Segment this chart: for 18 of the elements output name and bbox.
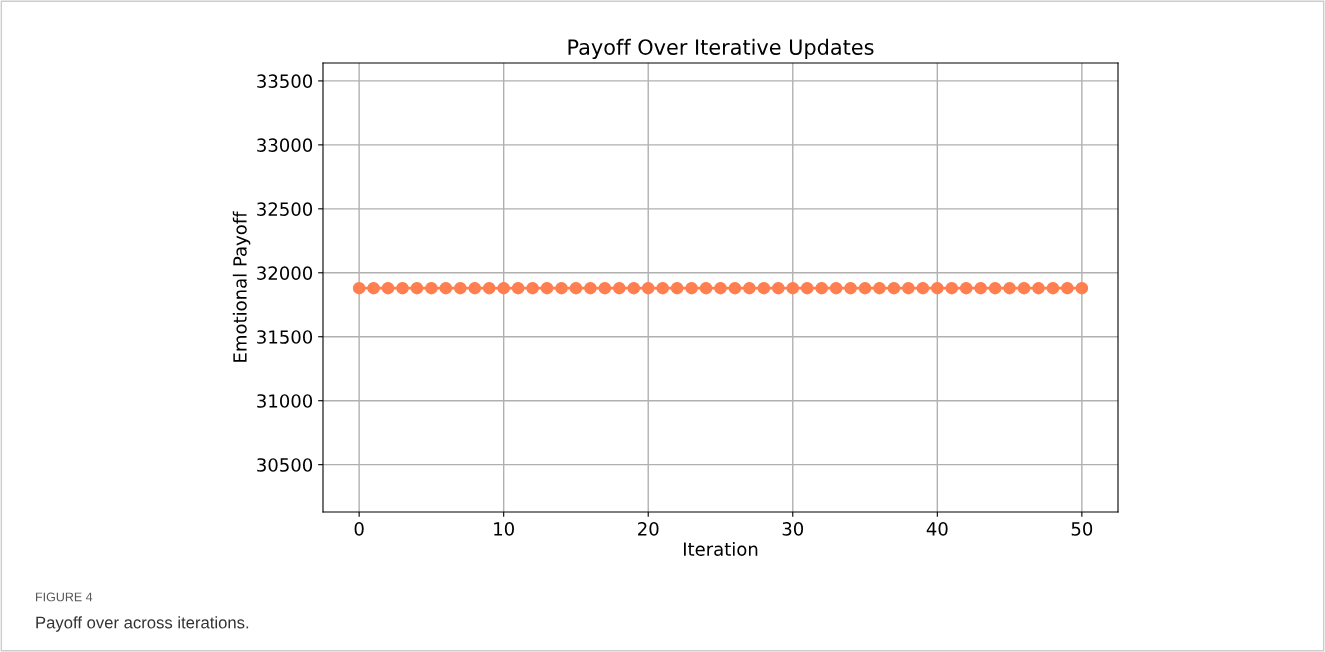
chart-title: Payoff Over Iterative Updates — [568, 38, 874, 59]
x-tick-label: 10 — [494, 522, 514, 536]
y-tick-label: 31500 — [257, 330, 313, 344]
y-tick-label: 31000 — [257, 394, 313, 408]
text: Payoff over across iterations. — [36, 616, 249, 632]
x-tick-label: 40 — [926, 522, 948, 536]
y-tick-label: 32500 — [257, 202, 313, 216]
y-tick-label: 32000 — [257, 266, 313, 280]
x-tick-label: 30 — [782, 522, 804, 536]
y-axis-title: Emotional Payoff — [232, 211, 251, 362]
x-tick-label: 50 — [1071, 522, 1093, 536]
caption: FIGURE 4 — [36, 592, 93, 602]
y-tick-label: 33000 — [257, 138, 313, 152]
x-tick-label: 0 — [354, 522, 364, 536]
x-tick-label: 20 — [638, 522, 659, 536]
y-tick-label: 30500 — [257, 458, 313, 472]
y-tick-label: 33500 — [257, 74, 313, 89]
x-axis-title: Iteration — [683, 541, 758, 556]
